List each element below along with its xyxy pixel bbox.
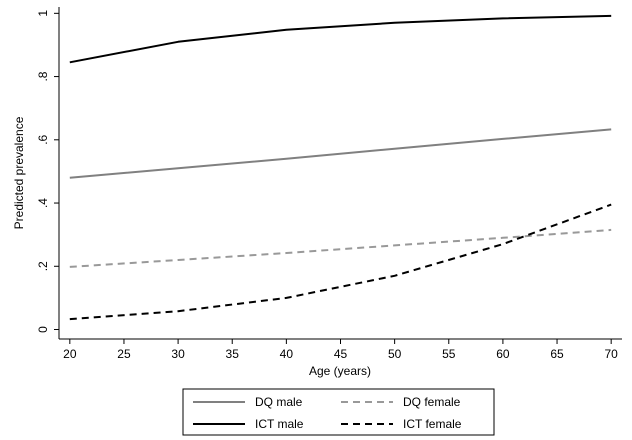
legend-label-dq-female: DQ female — [403, 395, 461, 409]
y-tick-label: .4 — [36, 198, 50, 208]
series-line-ict-female — [69, 203, 612, 321]
x-axis-title: Age (years) — [309, 364, 371, 378]
plot-area — [59, 7, 622, 339]
y-tick-label: 1 — [36, 10, 50, 17]
x-tick-label: 45 — [334, 347, 348, 361]
x-tick-label: 70 — [604, 347, 618, 361]
x-tick-label: 30 — [171, 347, 185, 361]
x-tick-label: 40 — [280, 347, 294, 361]
y-tick-label: 0 — [36, 326, 50, 333]
legend-label-dq-male: DQ male — [255, 395, 303, 409]
series-lines — [69, 14, 612, 321]
x-tick-label: 60 — [496, 347, 510, 361]
y-axis-title: Predicted prevalence — [12, 116, 26, 229]
y-tick-label: .8 — [36, 71, 50, 81]
legend-label-ict-male: ICT male — [255, 417, 304, 431]
x-tick-label: 50 — [388, 347, 402, 361]
x-tick-label: 20 — [63, 347, 77, 361]
y-tick-label: .2 — [36, 261, 50, 271]
series-line-ict-male — [69, 14, 612, 64]
x-tick-label: 65 — [550, 347, 564, 361]
x-axis-ticks: 20 25 30 35 40 45 50 55 60 65 70 — [63, 339, 618, 361]
x-tick-label: 25 — [117, 347, 131, 361]
legend: DQ male DQ female ICT male ICT female — [182, 388, 495, 436]
y-axis-ticks: 0 .2 .4 .6 .8 1 — [36, 10, 59, 333]
x-tick-label: 55 — [442, 347, 456, 361]
legend-box — [182, 388, 495, 436]
series-line-dq-female — [69, 228, 612, 268]
y-tick-label: .6 — [36, 134, 50, 144]
series-line-dq-male — [69, 128, 612, 179]
legend-label-ict-female: ICT female — [403, 417, 462, 431]
x-tick-label: 35 — [226, 347, 240, 361]
